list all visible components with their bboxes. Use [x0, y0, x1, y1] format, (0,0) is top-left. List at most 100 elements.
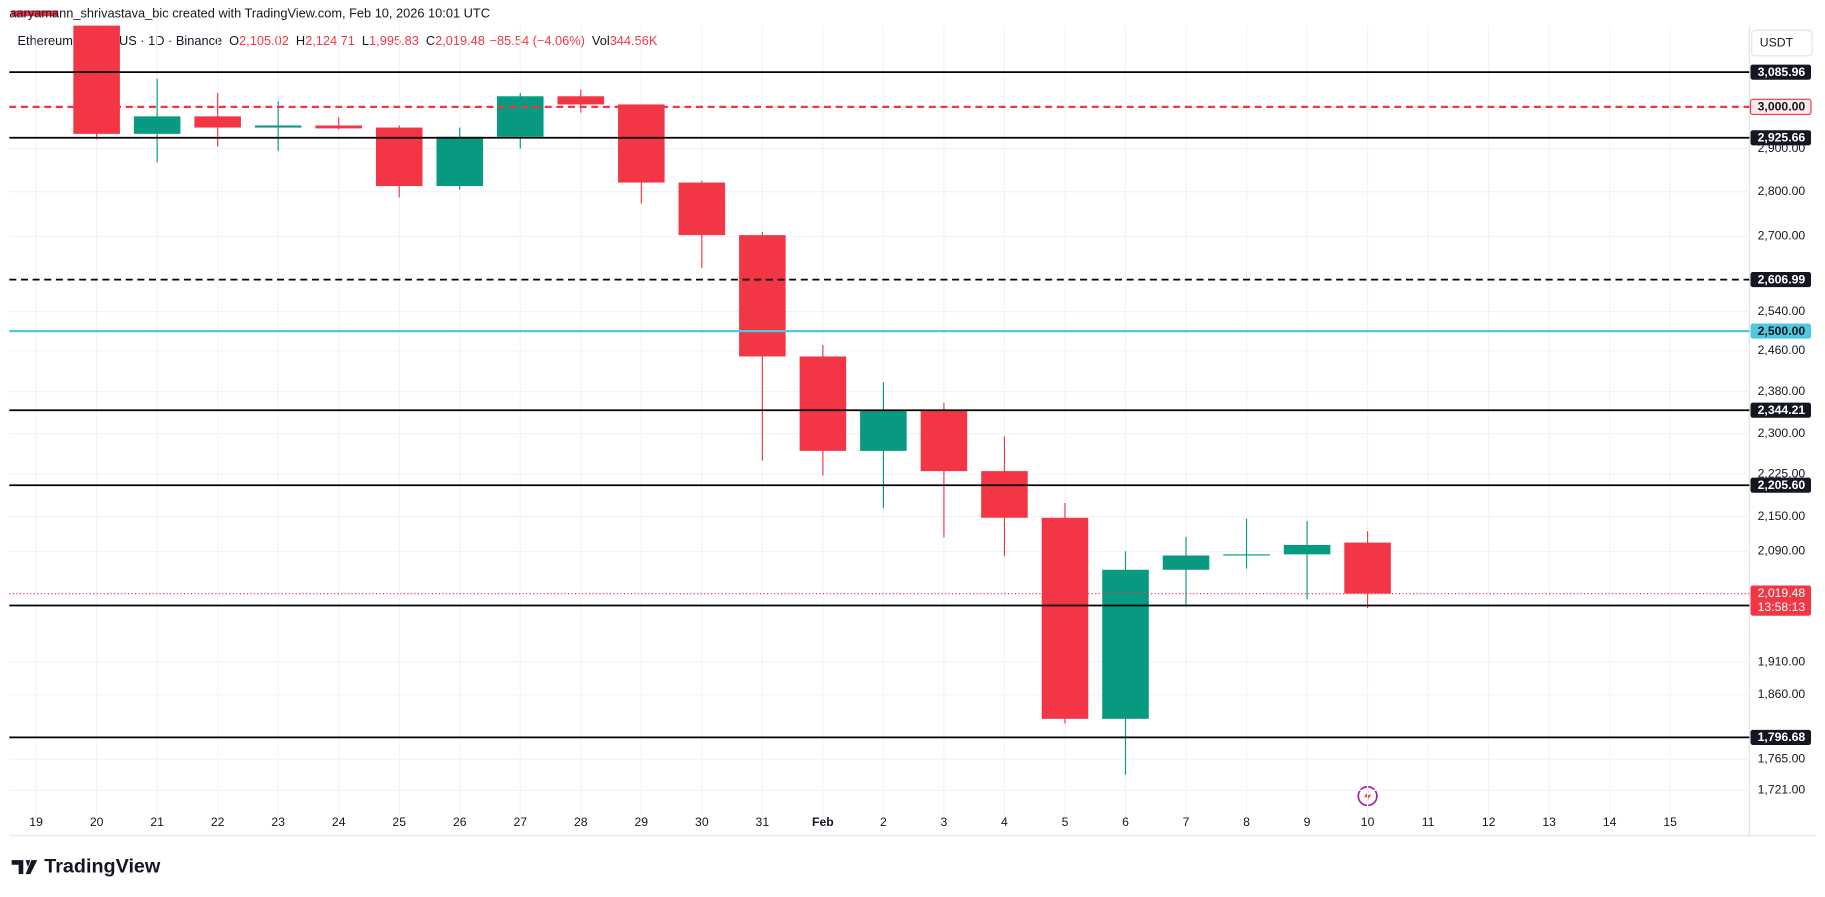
- level-label-box: [1750, 130, 1812, 146]
- x-tick-label: 22: [211, 815, 225, 829]
- level-label: 1,796.68: [1758, 730, 1806, 744]
- x-tick-label: 21: [150, 815, 164, 829]
- candle-body: [194, 116, 241, 128]
- x-tick-label: 5: [1062, 815, 1069, 829]
- candle-body: [73, 25, 120, 134]
- candle-body: [1041, 517, 1089, 719]
- x-tick-label: 11: [1422, 815, 1435, 829]
- level-label: 2,500.00: [1758, 324, 1806, 338]
- x-tick-label: 31: [756, 815, 770, 829]
- y-tick-label: 2,700.00: [1758, 229, 1806, 243]
- ohlc-value: 2,124.71: [305, 33, 355, 48]
- candle-body: [557, 96, 605, 105]
- candle-body: [1344, 542, 1391, 594]
- symbol-legend: Ethereum / TetherUS · 1D · BinanceO2,105…: [17, 33, 657, 48]
- y-tick-label: 2,800.00: [1758, 184, 1806, 198]
- y-tick-label: 1,721.00: [1758, 783, 1806, 797]
- x-tick-label: 29: [635, 815, 649, 829]
- level-label: 2,606.99: [1758, 272, 1806, 286]
- x-tick-label: 12: [1482, 815, 1496, 829]
- x-tick-label: 23: [271, 815, 285, 829]
- x-tick-label: 19: [29, 815, 43, 829]
- y-tick-label: 2,090.00: [1758, 544, 1806, 558]
- candle-body: [678, 182, 726, 236]
- level-label-box: [1750, 477, 1812, 493]
- candle-body: [436, 136, 484, 187]
- level-label: 2,344.21: [1758, 403, 1806, 417]
- x-tick-label: 7: [1183, 815, 1190, 829]
- candle-body: [254, 125, 302, 128]
- level-label-box: [1749, 98, 1812, 116]
- x-tick-label: 24: [332, 815, 346, 829]
- x-tick-label: 20: [90, 815, 104, 829]
- level-label-box: [1750, 402, 1812, 418]
- currency: USDT: [1760, 35, 1794, 49]
- current-price-label: 2,019.48: [1758, 586, 1806, 600]
- candle-body: [315, 125, 362, 129]
- level-label-box: [1750, 729, 1812, 745]
- current-price-box: [1750, 585, 1812, 616]
- level-label: 2,925.66: [1758, 131, 1806, 145]
- x-tick-label: 4: [1001, 815, 1008, 829]
- candle-body: [375, 127, 423, 187]
- level-label-box: [1750, 272, 1812, 288]
- ohlc-key: O: [229, 33, 239, 48]
- volume: 344.56K: [610, 33, 658, 48]
- x-tick-label: 3: [941, 815, 948, 829]
- attribution: aaryamann_shrivastava_bic created with T…: [9, 5, 490, 20]
- y-tick-label: 1,765.00: [1758, 751, 1806, 765]
- candle-body: [981, 471, 1028, 518]
- x-tick-label: 30: [695, 815, 709, 829]
- x-tick-label: Feb: [812, 815, 834, 829]
- level-label: 3,000.00: [1758, 100, 1806, 114]
- y-tick-label: 2,150.00: [1758, 509, 1806, 523]
- countdown: 13:58:13: [1758, 600, 1806, 614]
- currency-box: [1751, 29, 1813, 57]
- x-tick-label: 27: [513, 815, 527, 829]
- volume-key: Vol: [592, 33, 610, 48]
- x-tick-label: 8: [1243, 815, 1250, 829]
- ohlc-key: L: [362, 33, 369, 48]
- y-tick-label: 2,300.00: [1758, 426, 1806, 440]
- level-label: 2,205.60: [1758, 478, 1806, 492]
- x-tick-label: 15: [1663, 815, 1677, 829]
- x-tick-label: 6: [1122, 815, 1129, 829]
- candle-body: [1162, 555, 1210, 570]
- ohlc-value: 2,105.02: [239, 33, 289, 48]
- ohlc-value: 1,995.83: [369, 33, 419, 48]
- x-tick-label: 9: [1304, 815, 1311, 829]
- brand-logo: [11, 860, 38, 875]
- brand: TradingView: [44, 855, 161, 877]
- x-tick-label: 13: [1542, 815, 1556, 829]
- level-label-box: [1750, 64, 1812, 80]
- author-bar: [11, 10, 59, 17]
- y-tick-label: 2,225.00: [1758, 467, 1806, 481]
- candle-body: [496, 96, 544, 137]
- ohlc-key: C: [426, 33, 435, 48]
- candle-body: [920, 410, 968, 472]
- y-tick-label: 2,460.00: [1758, 343, 1806, 357]
- level-label: 3,085.96: [1758, 65, 1806, 79]
- candle-body: [739, 235, 786, 357]
- y-tick-label: 2,380.00: [1758, 384, 1806, 398]
- candles: [73, 25, 1391, 775]
- candle-body: [860, 410, 907, 451]
- candle-body: [799, 356, 847, 451]
- candle-body: [133, 116, 181, 134]
- level-label-box: [1750, 323, 1812, 339]
- y-tick-label: 1,910.00: [1758, 654, 1806, 668]
- x-tick-label: 14: [1603, 815, 1617, 829]
- y-tick-label: 1,860.00: [1758, 687, 1806, 701]
- candle-body: [1283, 544, 1331, 555]
- x-tick-label: 2: [880, 815, 887, 829]
- x-tick-label: 28: [574, 815, 588, 829]
- candle-body: [618, 104, 665, 183]
- x-tick-label: 10: [1361, 815, 1375, 829]
- change: −85.54 (−4.06%): [490, 33, 585, 48]
- candle-body: [1102, 569, 1149, 719]
- x-tick-label: 26: [453, 815, 467, 829]
- y-tick-label: 2,540.00: [1758, 304, 1806, 318]
- candle-body: [1223, 554, 1270, 556]
